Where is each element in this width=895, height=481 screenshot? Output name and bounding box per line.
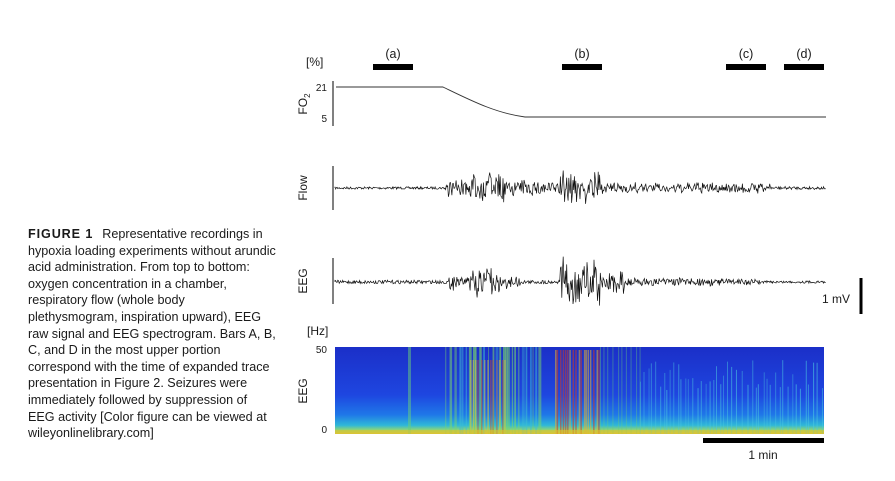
eeg-trace — [334, 256, 826, 306]
flow-axis-label: Flow — [296, 175, 310, 201]
spectrogram-unit: [Hz] — [307, 324, 328, 338]
fo2-trace — [336, 86, 826, 118]
flow-trace — [334, 170, 826, 204]
time-scale-label: 1 min — [748, 448, 777, 462]
fo2-unit: [%] — [306, 55, 323, 69]
fo2-tick-5: 5 — [321, 114, 327, 125]
figure-caption: FIGURE 1 Representative recordings in hyp… — [28, 226, 276, 442]
spectrogram-bands — [335, 347, 824, 434]
time-bars: (a) (b) (c) (d) — [373, 47, 824, 70]
flow-panel: Flow — [296, 166, 826, 210]
fo2-axis-label: FO2 — [296, 93, 312, 115]
spectrogram-axis-label: EEG — [296, 378, 310, 403]
spectrogram-tick-50: 50 — [316, 345, 328, 356]
spectrogram-tick-0: 0 — [321, 425, 327, 436]
spectrogram-panel: [Hz] 50 0 EEG 1 min — [296, 324, 824, 462]
fo2-panel: [%] 21 5 FO2 — [296, 55, 826, 126]
time-bar-c — [726, 64, 766, 70]
time-bar-d — [784, 64, 824, 70]
time-bar-b-label: (b) — [574, 47, 589, 61]
eeg-panel: EEG 1 mV — [296, 256, 863, 314]
caption-text: Representative recordings in hypoxia loa… — [28, 227, 276, 441]
eeg-axis-label: EEG — [296, 268, 310, 293]
figure-label: FIGURE 1 — [28, 227, 94, 241]
time-bar-a — [373, 64, 413, 70]
time-bar-b — [562, 64, 602, 70]
fo2-tick-21: 21 — [316, 83, 328, 94]
time-bar-a-label: (a) — [385, 47, 400, 61]
time-scale-bar — [703, 438, 824, 443]
time-bar-d-label: (d) — [796, 47, 811, 61]
eeg-scale-label: 1 mV — [822, 292, 850, 306]
time-bar-c-label: (c) — [739, 47, 754, 61]
